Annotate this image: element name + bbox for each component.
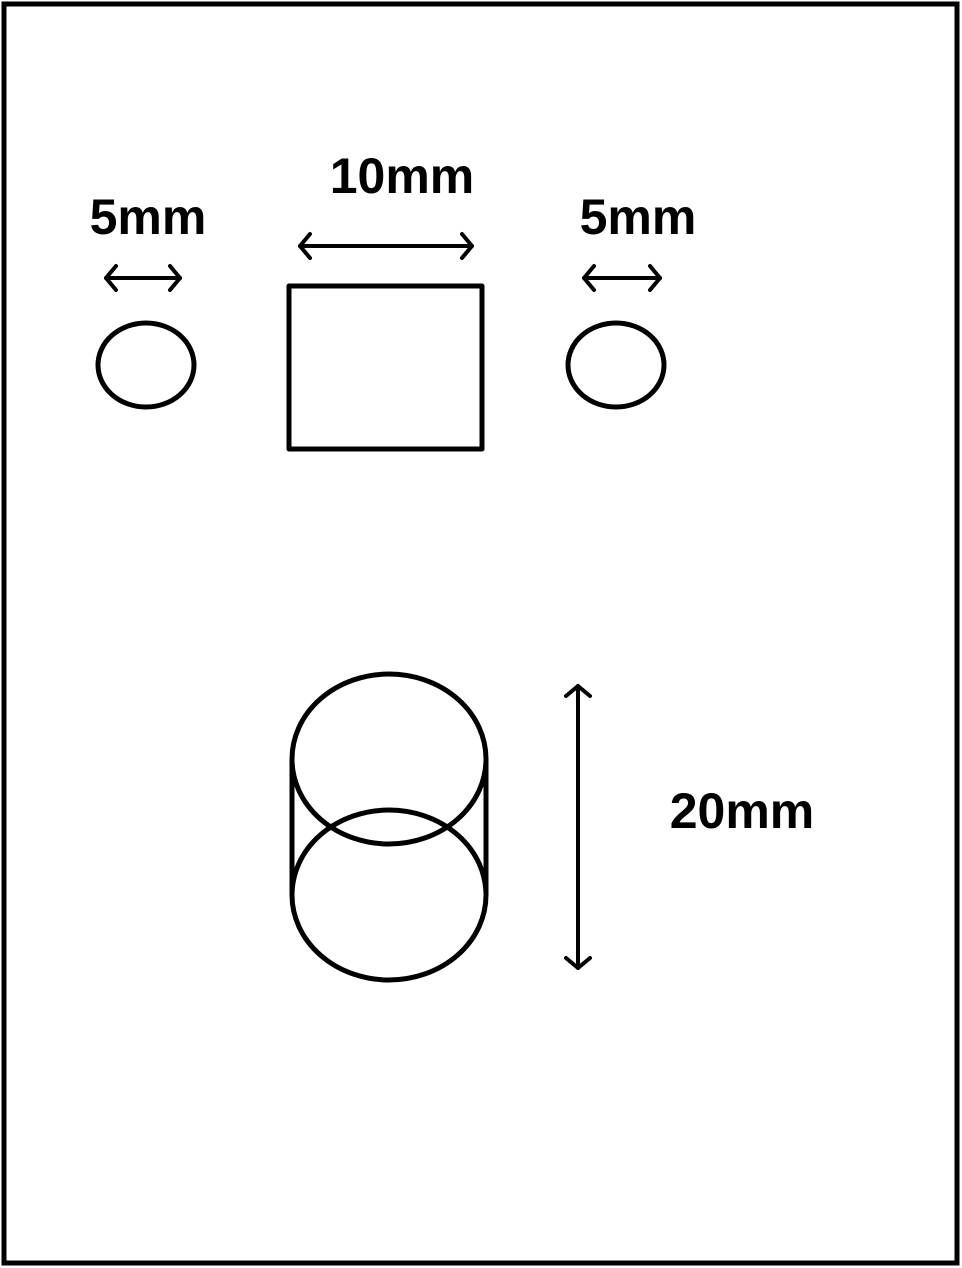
left-circle-group: 5mm [90, 189, 207, 410]
square-width-label: 10mm [330, 148, 475, 204]
right-circle-width-arrow [582, 264, 662, 292]
cylinder-group: 20mm [289, 671, 815, 983]
right-circle-width-label: 5mm [580, 189, 697, 245]
cylinder-height-arrow [564, 684, 592, 970]
cylinder-top-ellipse [289, 671, 489, 847]
cylinder-bottom-ellipse [289, 807, 489, 983]
left-circle [95, 320, 197, 410]
square [286, 283, 485, 452]
right-circle-group: 5mm [565, 189, 697, 410]
cylinder [289, 671, 489, 983]
left-circle-width-label: 5mm [90, 189, 207, 245]
left-circle-width-arrow [104, 264, 182, 292]
cylinder-height-label: 20mm [670, 783, 815, 839]
right-circle [565, 320, 667, 410]
square-group: 10mm [286, 148, 485, 452]
square-width-arrow [298, 232, 474, 260]
